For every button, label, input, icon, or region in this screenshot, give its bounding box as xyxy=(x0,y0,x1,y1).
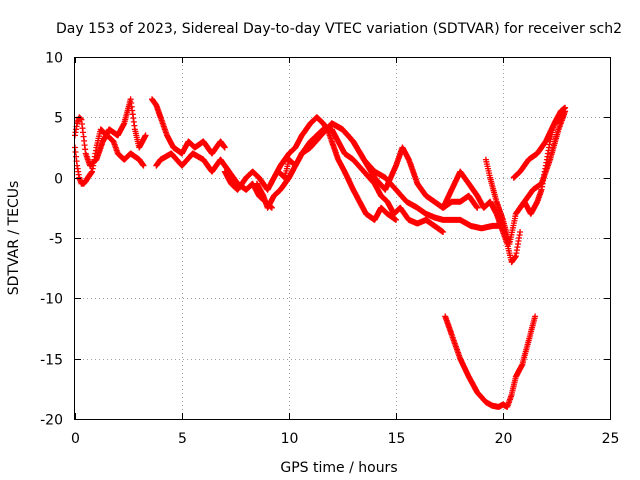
y-tick-label: -5 xyxy=(49,232,63,248)
point-markers xyxy=(517,104,569,217)
x-axis-label: GPS time / hours xyxy=(280,460,397,476)
y-tick-label: -10 xyxy=(40,292,63,308)
y-tick-label: 5 xyxy=(54,111,63,127)
series-sat-c xyxy=(149,96,228,157)
y-tick-label: -20 xyxy=(40,413,63,429)
point-markers xyxy=(442,313,539,410)
series-sat-m xyxy=(442,313,539,410)
x-tick-label: 25 xyxy=(602,431,620,447)
data-points xyxy=(72,96,569,410)
point-markers xyxy=(328,120,506,232)
x-tick-label: 10 xyxy=(281,431,299,447)
x-tick-label: 20 xyxy=(495,431,513,447)
y-tick-label: 0 xyxy=(54,172,63,188)
chart-title: Day 153 of 2023, Sidereal Day-to-day VTE… xyxy=(56,21,622,37)
series-sat-l xyxy=(517,104,569,217)
y-axis-label: SDTVAR / TECUs xyxy=(6,181,22,296)
point-markers xyxy=(149,96,228,157)
point-markers xyxy=(153,150,275,211)
x-tick-label: 15 xyxy=(388,431,406,447)
axis-ticks: 0 5 10 15 20 25 -20 -15 -10 -5 0 5 10 xyxy=(40,51,619,448)
series-sat-i xyxy=(440,168,524,266)
y-tick-label: -15 xyxy=(40,353,63,369)
series-sat-d xyxy=(153,150,275,211)
point-markers xyxy=(221,114,399,223)
plot-frame xyxy=(74,57,611,420)
x-tick-label: 0 xyxy=(71,431,80,447)
x-tick-label: 5 xyxy=(178,431,187,447)
point-markers xyxy=(440,168,524,266)
series-sat-h xyxy=(328,120,506,232)
series-sat-e xyxy=(221,114,399,223)
y-tick-label: 10 xyxy=(45,51,63,67)
